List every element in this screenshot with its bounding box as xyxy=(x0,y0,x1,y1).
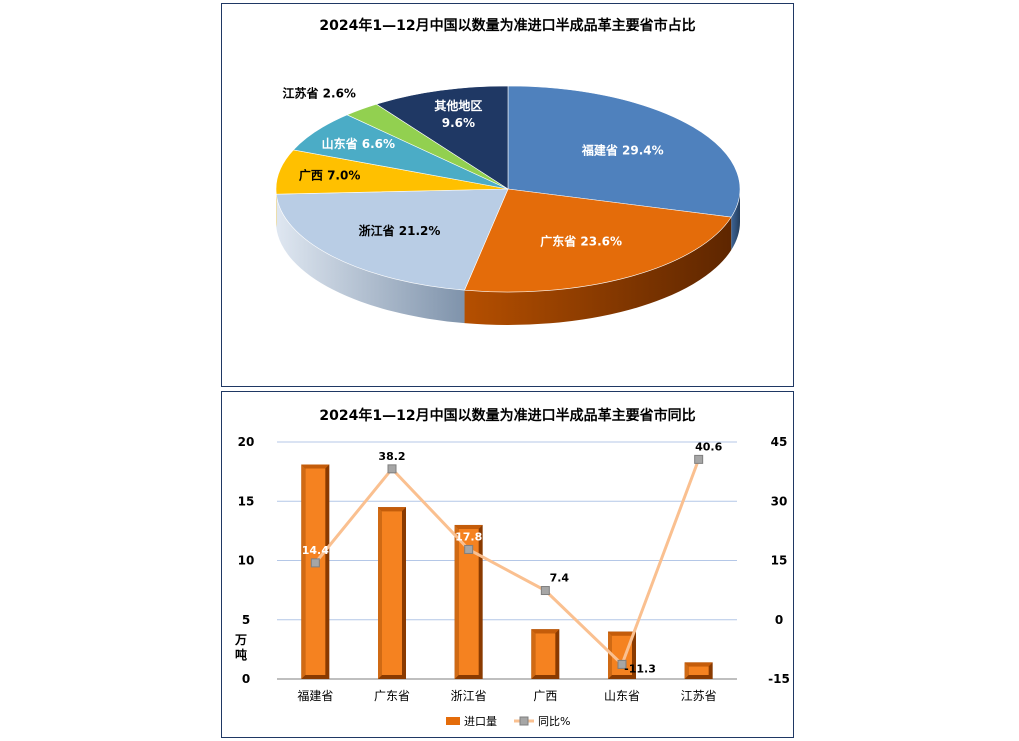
y2-tick-0: -15 xyxy=(768,672,790,686)
pie-label-2: 浙江省 21.2% xyxy=(359,223,441,238)
bar-chart-panel: 2024年1—12月中国以数量为准进口半成品革主要省市同比 14.4 38.2 17… xyxy=(221,391,794,738)
line-marker-0 xyxy=(310,558,320,568)
pie-label-0: 福建省 29.4% xyxy=(581,142,664,157)
line-label-3: 7.4 xyxy=(550,572,570,585)
pie-slice-1 xyxy=(464,188,732,293)
legend-bar-swatch xyxy=(446,717,460,725)
bar-chart-title: 2024年1—12月中国以数量为准进口半成品革主要省市同比 xyxy=(319,408,696,424)
x-tick-3: 广西 xyxy=(533,689,557,703)
line-label-2: 17.8 xyxy=(455,530,482,543)
pie-slice-3 xyxy=(275,149,509,195)
pie-label-3: 广西 7.0% xyxy=(299,167,360,182)
pie-label-6: 其他地区 xyxy=(434,98,482,113)
y-tick-2: 10 xyxy=(238,554,255,568)
bar-3 xyxy=(531,629,560,679)
line-marker-3 xyxy=(540,586,550,596)
pie-slice-2 xyxy=(275,188,509,291)
y-tick-3: 15 xyxy=(238,494,255,508)
pie-chart: 福建省 29.4% 广东省 23.6% 浙江省 21.2% 广西 7.0% 山东省 6.… xyxy=(275,85,741,325)
pie-label-1: 广东省 23.6% xyxy=(540,234,622,249)
line-label-0: 14.4 xyxy=(302,544,329,557)
pie-slice-0 xyxy=(507,85,741,218)
y2-tick-2: 15 xyxy=(771,554,788,568)
pie-label-4: 山东省 6.6% xyxy=(322,136,395,151)
y-axis-label-0: 万 xyxy=(234,633,247,647)
line-marker-4 xyxy=(617,659,627,669)
y2-tick-3: 30 xyxy=(771,494,788,508)
y-tick-4: 20 xyxy=(238,435,255,449)
x-tick-2: 浙江省 xyxy=(451,689,487,703)
pie-slice-6 xyxy=(375,85,509,190)
pie-side-1 xyxy=(464,217,732,325)
pie-chart-title: 2024年1—12月中国以数量为准进口半成品革主要省市占比 xyxy=(319,18,696,34)
x-tick-5: 江苏省 xyxy=(681,689,717,703)
bar-0 xyxy=(301,464,330,679)
legend-bar-label: 进口量 xyxy=(464,715,497,728)
pie-chart-panel: 2024年1—12月中国以数量为准进口半成品革主要省市占比 福建省 29.4% 广… xyxy=(221,3,794,387)
line-marker-2 xyxy=(464,544,474,554)
bar-1 xyxy=(378,507,406,679)
y-axis-label-1: 吨 xyxy=(235,647,247,662)
y-tick-1: 5 xyxy=(242,613,250,627)
pie-label-value-6: 9.6% xyxy=(442,116,475,130)
bar-5 xyxy=(684,662,713,679)
combo-chart: 14.4 38.2 17.8 7.4 -11.3 40.6 0 5 10 15 20 -15 0 15 3… xyxy=(234,435,790,728)
x-tick-0: 福建省 xyxy=(297,688,333,703)
x-tick-4: 山东省 xyxy=(604,689,640,703)
line-label-1: 38.2 xyxy=(378,450,405,463)
x-tick-1: 广东省 xyxy=(374,689,410,703)
line-label-4: -11.3 xyxy=(624,662,656,675)
legend-line-label: 同比% xyxy=(538,715,570,728)
line-series xyxy=(314,458,701,668)
line-marker-1 xyxy=(387,464,397,474)
line-label-5: 40.6 xyxy=(695,440,722,453)
y2-tick-1: 0 xyxy=(775,613,783,627)
y-tick-0: 0 xyxy=(242,672,250,686)
pie-side-2 xyxy=(276,194,465,324)
line-marker-5 xyxy=(694,454,704,464)
pie-label-5: 江苏省 2.6% xyxy=(282,85,355,100)
y2-tick-4: 45 xyxy=(771,435,788,449)
